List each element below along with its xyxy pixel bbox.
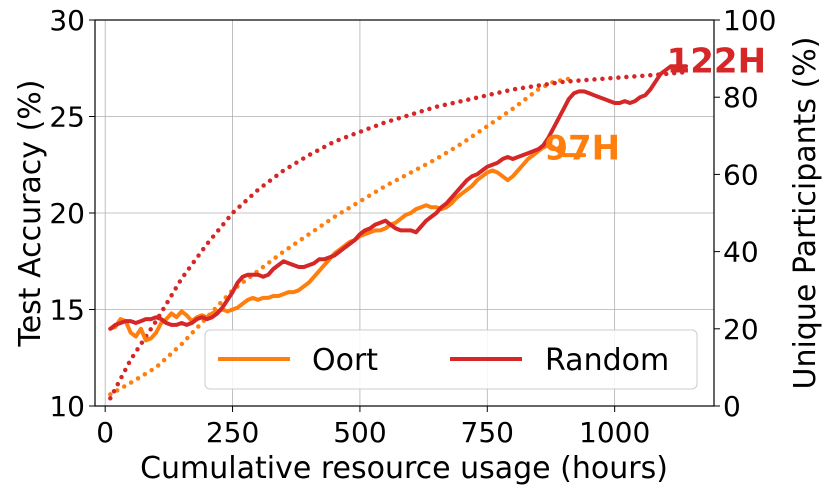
x-tick-label: 0 — [96, 416, 114, 449]
legend-label-oort: Oort — [312, 343, 378, 378]
series-line-random-unique-participants — [108, 69, 689, 401]
axis-ticks: 0 250 500 750 1000 10 15 20 25 30 0 20 40 60 80 100 — [49, 4, 776, 449]
x-axis-title: Cumulative resource usage (hours) — [140, 451, 668, 486]
y-right-tick-label: 80 — [723, 81, 759, 114]
legend-label-random: Random — [545, 343, 669, 378]
series-line-random — [108, 64, 688, 331]
x-tick-label: 750 — [461, 416, 514, 449]
legend: Oort Random — [204, 329, 698, 390]
x-tick-label: 250 — [206, 416, 259, 449]
y-left-tick-label: 10 — [49, 390, 85, 423]
y-left-tick-label: 20 — [49, 197, 85, 230]
annotation-97h: 97H — [544, 128, 620, 168]
y-right-tick-label: 60 — [723, 158, 759, 191]
y-left-tick-label: 30 — [49, 4, 85, 37]
y-left-tick-label: 15 — [49, 294, 85, 327]
participant-series — [108, 69, 689, 401]
annotation-122h: 122H — [667, 42, 766, 82]
annotations: 97H 122H — [544, 42, 766, 169]
x-tick-label: 1000 — [579, 416, 650, 449]
y-axis-left-title: Test Accuracy (%) — [13, 79, 48, 347]
series-line-oort-unique-participants — [108, 75, 577, 397]
y-right-tick-label: 20 — [723, 313, 759, 346]
accuracy-series — [108, 64, 688, 343]
y-axis-right-title: Unique Participants (%) — [788, 36, 823, 389]
y-left-tick-label: 25 — [49, 101, 85, 134]
y-right-tick-label: 100 — [723, 4, 776, 37]
x-tick-label: 500 — [333, 416, 386, 449]
y-right-tick-label: 40 — [723, 236, 759, 269]
y-right-tick-label: 0 — [723, 390, 741, 423]
